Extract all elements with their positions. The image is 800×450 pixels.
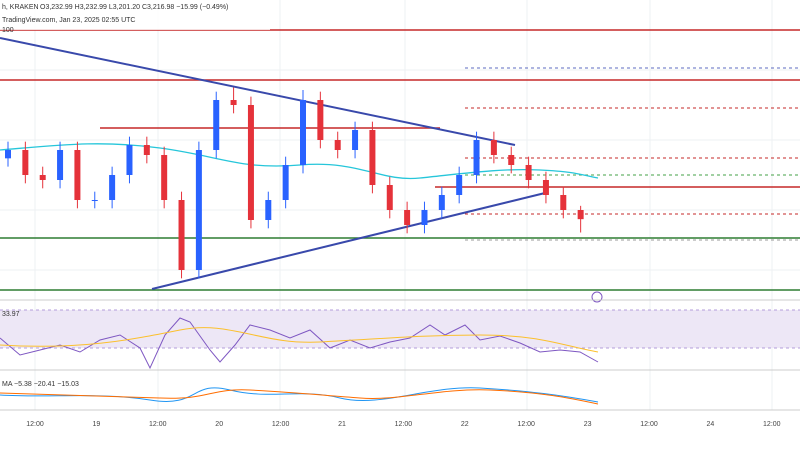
x-tick-label: 21 [338,421,346,428]
candle-body [126,145,133,175]
candle-body [143,145,150,155]
candle-body [213,100,220,150]
rsi-line [0,317,599,370]
candle-body [195,150,202,270]
ohlc: O3,232.99 H3,232.99 L3,201.20 C3,216.98 … [40,4,228,11]
candle-body [404,210,411,225]
trend-line [151,192,546,290]
x-tick-label: 12:00 [763,421,781,428]
candle-body [577,210,584,220]
rsi-band [0,310,800,348]
candle-body [247,105,254,220]
header: h, KRAKEN [2,4,39,11]
alert-icon [591,291,603,303]
x-tick-label: 12:00 [395,421,413,428]
candle-body [456,175,463,195]
candle-body [438,195,445,210]
rsi-ma [0,327,599,353]
x-tick-label: 12:00 [517,421,535,428]
x-tick-label: 22 [461,421,469,428]
candles [5,87,584,279]
candle-body [421,210,428,225]
candle-body [5,150,11,159]
candle-body [473,140,480,175]
candle-body [542,180,549,195]
candle-body [525,165,532,180]
candle-body [386,185,393,210]
x-tick-label: 12:00 [149,421,167,428]
candle-body [178,200,185,270]
candle-body [57,150,64,180]
candle-body [109,175,116,200]
candle-body [317,100,324,140]
source: TradingView.com, Jan 23, 2025 02:55 UTC [2,17,135,24]
candle-body [22,150,29,175]
trend-line [0,37,516,146]
candle-body [39,175,46,180]
candle-body [91,200,98,201]
x-tick-label: 12:00 [26,421,44,428]
candle-body [508,155,515,165]
x-tick-label: 12:00 [272,421,290,428]
signal-line [0,389,599,405]
macd-label: MA −5.38 −20.41 −15.03 [2,381,79,388]
x-tick-label: 12:00 [640,421,658,428]
candle-body [352,130,359,150]
x-tick-label: 20 [215,421,223,428]
rsi-label: 33.97 [2,311,20,318]
candle-body [490,140,497,155]
candle-body [369,130,376,185]
sma-line [0,143,599,180]
candle-body [161,155,168,200]
candle-body [334,140,341,150]
sma-label: 100 [2,27,14,34]
candle-body [230,100,237,105]
candle-body [282,165,289,200]
candle-body [560,195,567,210]
candle-body [74,150,81,200]
candle-body [265,200,272,220]
x-axis: 12:00 19 12:00 20 12:00 21 12:00 22 12:00 23 12:00… [26,421,780,428]
candle-body [300,100,306,165]
x-tick-label: 19 [93,421,101,428]
header-bg [0,0,270,30]
x-tick-label: 23 [584,421,592,428]
x-tick-label: 24 [707,421,715,428]
